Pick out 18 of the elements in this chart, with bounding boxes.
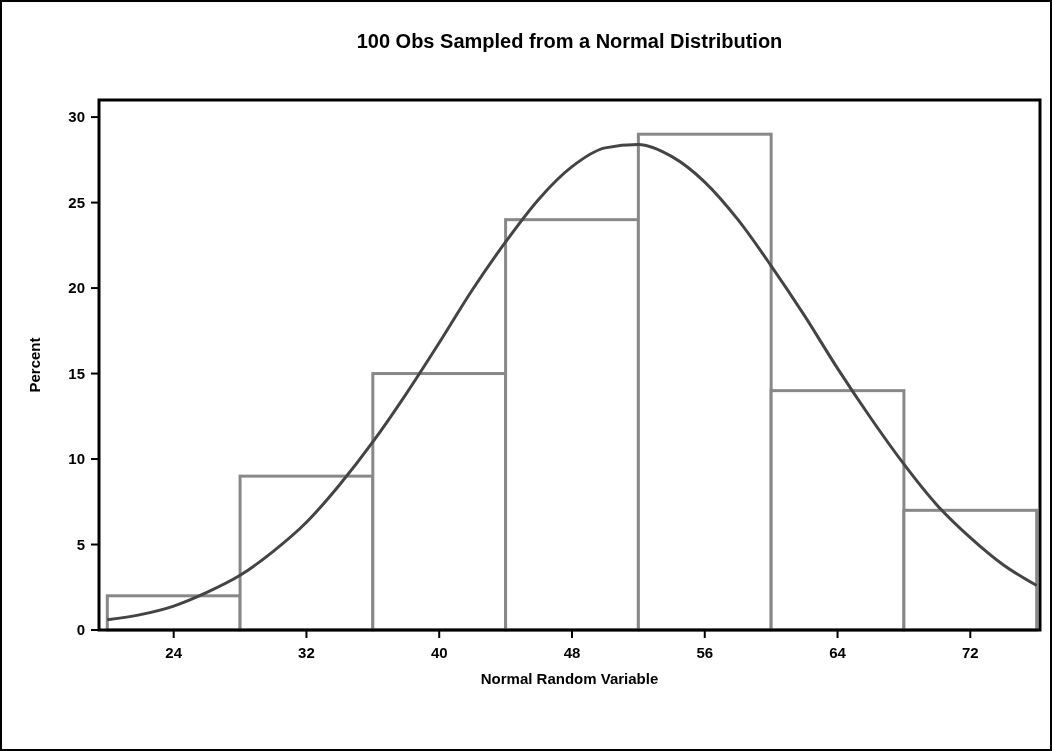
y-tick-label: 15: [68, 364, 85, 382]
y-tick-label: 0: [76, 621, 85, 638]
x-tick-label: 24: [165, 644, 183, 661]
x-tick-label: 56: [696, 644, 714, 661]
y-tick-label: 10: [68, 450, 85, 468]
x-axis-title: Normal Random Variable: [480, 670, 659, 687]
x-tick-label: 72: [961, 644, 979, 661]
y-tick-label: 30: [68, 108, 85, 126]
line-series: [105, 142, 1039, 622]
y-axis-title: Percent: [26, 337, 43, 393]
x-tick-label: 64: [829, 644, 847, 661]
chart-title: 100 Obs Sampled from a Normal Distribution: [356, 30, 783, 52]
y-tick-label: 5: [76, 535, 85, 553]
y-tick-label: 25: [68, 193, 85, 211]
x-tick-label: 40: [430, 644, 448, 661]
y-tick-label: 20: [68, 279, 85, 297]
x-tick-label: 32: [298, 644, 315, 661]
x-tick-label: 48: [563, 644, 581, 661]
